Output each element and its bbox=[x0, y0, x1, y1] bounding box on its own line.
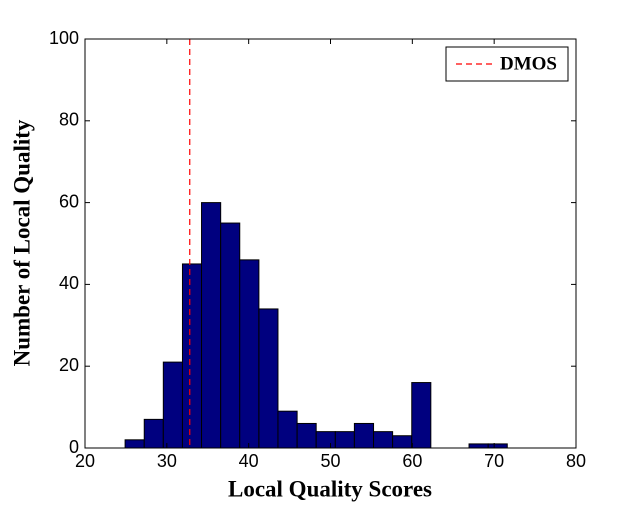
bar bbox=[239, 259, 260, 449]
bar bbox=[258, 308, 279, 449]
bar bbox=[353, 422, 375, 449]
bar bbox=[392, 435, 413, 449]
bar bbox=[487, 443, 508, 449]
x-tick-label: 30 bbox=[157, 451, 177, 471]
x-tick-label: 80 bbox=[566, 451, 586, 471]
bar bbox=[277, 410, 298, 449]
bar bbox=[143, 418, 164, 449]
bar bbox=[468, 443, 489, 449]
x-axis-label: Local Quality Scores bbox=[228, 476, 432, 501]
x-tick-label: 60 bbox=[402, 451, 422, 471]
bar bbox=[220, 222, 241, 449]
x-tick-label: 40 bbox=[239, 451, 259, 471]
y-tick-label: 100 bbox=[49, 28, 79, 48]
bar bbox=[296, 422, 317, 449]
x-tick-label: 70 bbox=[484, 451, 504, 471]
y-tick-label: 20 bbox=[59, 355, 79, 375]
bar bbox=[162, 361, 183, 449]
y-tick-label: 40 bbox=[59, 273, 79, 293]
x-tick-label: 50 bbox=[320, 451, 340, 471]
bar bbox=[334, 431, 355, 449]
bar bbox=[411, 382, 432, 449]
x-tick-label: 20 bbox=[75, 451, 95, 471]
plot-area bbox=[85, 39, 576, 448]
bar bbox=[181, 263, 203, 449]
bar bbox=[373, 431, 394, 449]
y-axis-label: Number of Local Quality bbox=[9, 119, 34, 366]
y-tick-label: 60 bbox=[59, 191, 79, 211]
y-tick-label: 80 bbox=[59, 110, 79, 130]
bar bbox=[201, 202, 222, 449]
y-tick-label: 0 bbox=[69, 437, 79, 457]
legend-label: DMOS bbox=[500, 53, 557, 74]
bar bbox=[315, 431, 336, 449]
bar bbox=[124, 439, 145, 449]
